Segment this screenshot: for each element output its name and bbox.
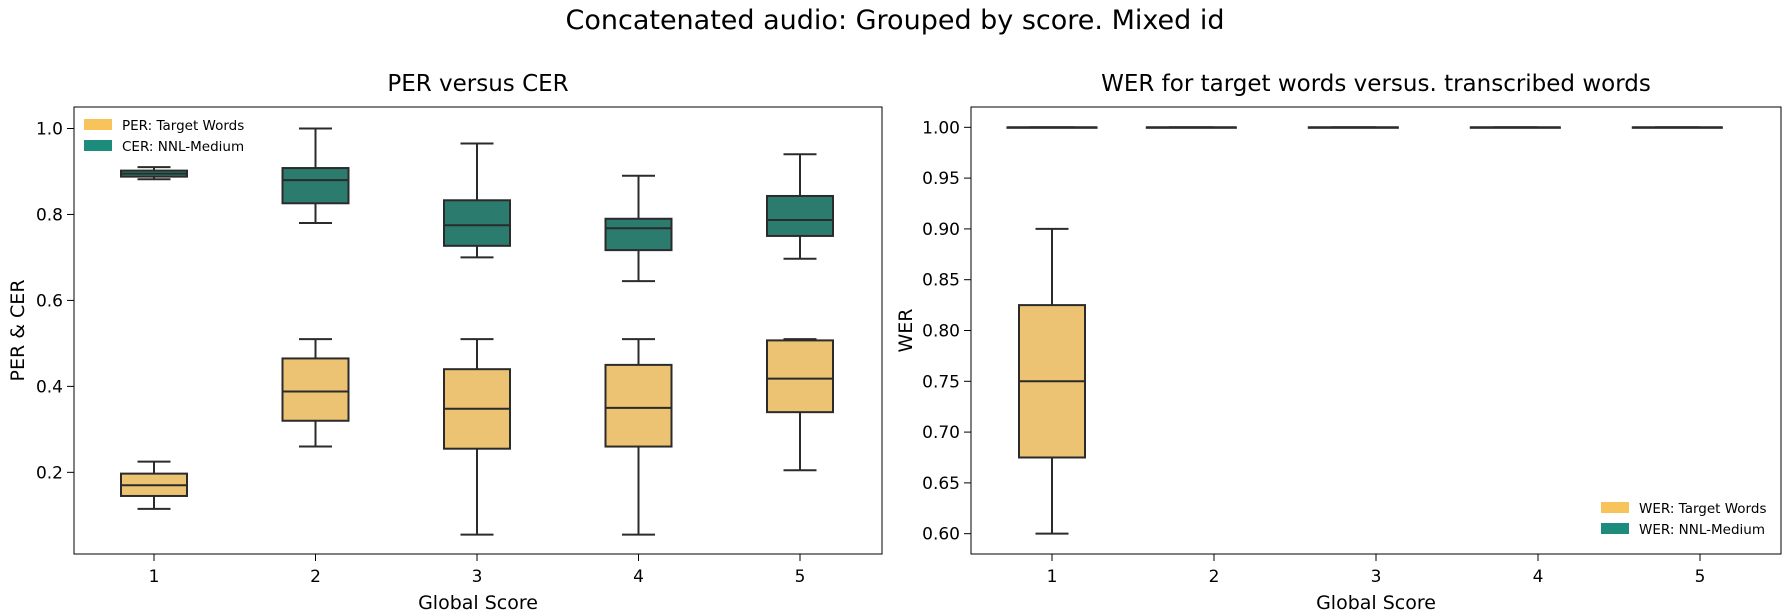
legend-swatch	[1601, 523, 1629, 534]
y-tick-label: 0.70	[922, 423, 960, 443]
box-body	[604, 217, 673, 252]
legend-label: WER: NNL-Medium	[1639, 522, 1765, 538]
legend-label: CER: NNL-Medium	[122, 139, 244, 155]
y-axis-label: WER	[895, 309, 917, 353]
legend-swatch	[1601, 502, 1629, 513]
box-body	[766, 194, 834, 237]
legend-label: PER: Target Words	[122, 118, 244, 134]
x-tick-label: 4	[633, 567, 644, 587]
box-nnl-4	[1469, 126, 1561, 129]
axes-frame	[73, 106, 883, 555]
chart-title: PER versus CER	[387, 71, 568, 97]
x-tick-label: 1	[149, 567, 160, 587]
box-target-4	[604, 338, 673, 536]
x-tick-label: 2	[1209, 567, 1220, 587]
y-axis-label: PER & CER	[7, 279, 29, 381]
box-nnl-1	[1006, 126, 1098, 129]
legend: PER: Target Words CER: NNL-Medium	[84, 118, 244, 155]
box-body	[281, 167, 350, 205]
axes-frame	[970, 106, 1782, 555]
box-nnl-2	[281, 127, 350, 225]
x-tick-label: 2	[310, 567, 321, 587]
box-nnl-3	[443, 142, 511, 259]
box-target-5	[766, 338, 834, 472]
y-tick-label: 0.75	[922, 372, 960, 392]
box-nnl-5	[1631, 126, 1723, 129]
chart-panel-2: WER for target words versus. transcribed…	[895, 71, 1782, 614]
x-tick-label: 3	[472, 567, 483, 587]
y-tick-label: 1.00	[922, 118, 960, 138]
box-body	[766, 339, 834, 414]
box-body	[443, 199, 511, 247]
y-tick-label: 0.8	[36, 205, 63, 225]
box-body	[604, 363, 673, 448]
y-tick-label: 0.6	[36, 291, 63, 311]
legend: WER: Target Words WER: NNL-Medium	[1601, 501, 1766, 538]
legend-swatch	[84, 119, 112, 130]
x-axis-label: Global Score	[1316, 592, 1436, 614]
box-nnl-3	[1307, 126, 1399, 129]
y-tick-label: 0.85	[922, 271, 960, 291]
x-tick-label: 4	[1533, 567, 1544, 587]
x-tick-label: 3	[1371, 567, 1382, 587]
figure-title: Concatenated audio: Grouped by score. Mi…	[565, 5, 1225, 36]
x-tick-label: 1	[1047, 567, 1058, 587]
x-tick-label: 5	[795, 567, 806, 587]
box-nnl-2	[1145, 126, 1237, 129]
y-tick-label: 0.2	[36, 463, 63, 483]
chart-panel-1: PER versus CER 0.2 0.4 0.6 0.8 1.0 1 2 3 4 5 Global…	[7, 71, 883, 614]
y-tick-label: 0.95	[922, 169, 960, 189]
x-tick-label: 5	[1695, 567, 1706, 587]
legend-label: WER: Target Words	[1639, 501, 1766, 517]
box-target-3	[443, 338, 511, 536]
y-tick-label: 0.65	[922, 474, 960, 494]
chart-title: WER for target words versus. transcribed…	[1101, 71, 1651, 97]
box-body	[281, 357, 350, 422]
y-tick-label: 0.90	[922, 220, 960, 240]
box-target-1	[120, 460, 188, 510]
x-axis-label: Global Score	[418, 592, 538, 614]
box-nnl-4	[604, 174, 673, 283]
y-tick-label: 0.60	[922, 525, 960, 545]
legend-swatch	[84, 140, 112, 151]
box-nnl-5	[766, 153, 834, 260]
y-tick-label: 0.4	[36, 377, 63, 397]
y-tick-label: 1.0	[36, 119, 63, 139]
box-target-1	[1018, 227, 1086, 535]
y-tick-label: 0.80	[922, 322, 960, 342]
box-target-2	[281, 338, 350, 448]
box-nnl-1	[120, 166, 188, 181]
